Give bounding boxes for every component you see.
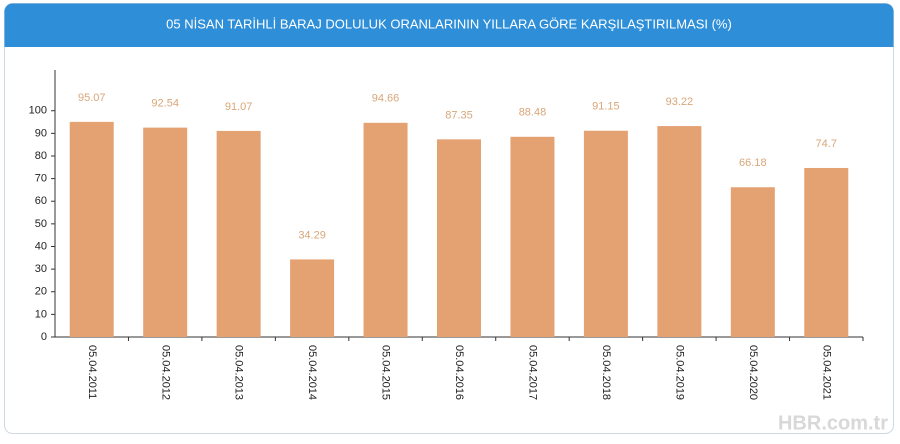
value-label: 92.54 (151, 98, 179, 110)
bar (804, 167, 849, 337)
bar (583, 130, 628, 337)
header (4, 3, 894, 47)
x-tick-label: 05.04.2018 (600, 345, 612, 400)
y-tick-label: 0 (41, 331, 47, 343)
bar (363, 122, 408, 337)
bar (290, 259, 335, 337)
bar (143, 127, 188, 337)
value-label: 87.35 (445, 109, 473, 121)
x-tick-label: 05.04.2017 (527, 345, 539, 400)
chart-title: 05 NİSAN TARİHLİ BARAJ DOLULUK ORANLARIN… (166, 16, 732, 31)
x-tick-label: 05.04.2014 (306, 345, 318, 400)
y-tick-label: 10 (35, 308, 47, 320)
y-tick-label: 90 (35, 127, 47, 139)
bar (69, 121, 114, 338)
value-label: 66.18 (739, 157, 767, 169)
x-tick-label: 05.04.2012 (159, 345, 171, 400)
y-tick-label: 70 (35, 173, 47, 185)
y-tick-label: 50 (35, 218, 47, 230)
y-tick-label: 60 (35, 195, 47, 207)
y-tick-label: 40 (35, 240, 47, 252)
value-label: 95.07 (78, 92, 106, 104)
bar (216, 130, 261, 337)
value-label: 91.15 (592, 101, 620, 113)
watermark: HBR.com.tr (778, 412, 888, 434)
value-label: 74.7 (816, 138, 837, 150)
bar (657, 126, 702, 337)
value-label: 88.48 (519, 107, 547, 119)
x-tick-label: 05.04.2015 (380, 345, 392, 400)
x-tick-label: 05.04.2021 (820, 345, 832, 400)
y-tick-label: 30 (35, 263, 47, 275)
y-tick-label: 80 (35, 150, 47, 162)
value-label: 94.66 (372, 93, 400, 105)
x-tick-label: 05.04.2019 (673, 345, 685, 400)
value-label: 93.22 (666, 96, 694, 108)
x-tick-label: 05.04.2020 (747, 345, 759, 400)
bar (510, 136, 555, 337)
bar (437, 139, 481, 337)
value-label: 34.29 (298, 229, 326, 241)
x-tick-label: 05.04.2011 (86, 345, 98, 399)
x-tick-label: 05.04.2016 (453, 345, 465, 400)
y-tick-label: 100 (29, 105, 47, 117)
value-label: 91.07 (225, 101, 253, 113)
y-tick-label: 20 (35, 286, 47, 298)
bar (730, 187, 775, 337)
x-tick-label: 05.04.2013 (233, 345, 245, 400)
